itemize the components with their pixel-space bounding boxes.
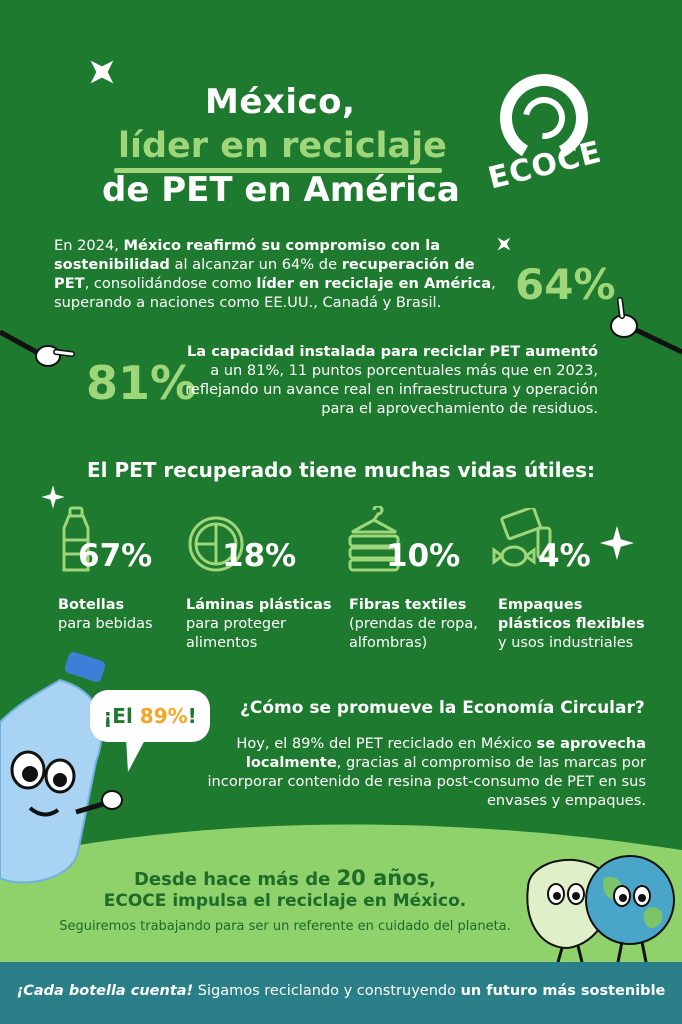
sparkle-icon xyxy=(599,525,635,561)
capacity-stat: 81% xyxy=(86,356,197,410)
sparkle-icon xyxy=(497,237,511,251)
footer-text: ¡Cada botella cuenta! Sigamos reciclando… xyxy=(16,983,666,999)
closing-line-1: Desde hace más de 20 años, xyxy=(133,866,436,890)
title-underline xyxy=(114,168,442,173)
closing-line-2: ECOCE impulsa el reciclaje en México. xyxy=(103,891,467,911)
bubble-tail xyxy=(126,738,146,772)
use-stat-packaging: 4% xyxy=(538,538,591,574)
plastic-tray-icon xyxy=(188,516,244,572)
use-label-packaging: Empaques plásticos flexibles y usos indus… xyxy=(498,597,645,651)
packaging-icon xyxy=(492,508,552,567)
pointing-hand-icon xyxy=(610,297,682,355)
circular-question: ¿Cómo se promueve la Economía Circular? xyxy=(240,698,645,718)
intro-paragraph: En 2024, México reafirmó su compromiso c… xyxy=(54,237,496,311)
closing-line-3: Seguiremos trabajando para ser un refere… xyxy=(59,919,511,934)
use-stat-bottles: 67% xyxy=(78,538,153,574)
title-line-2: líder en reciclaje xyxy=(118,126,447,166)
footer-bar xyxy=(0,962,682,1024)
speech-bubble: ¡El 89%! xyxy=(90,690,210,742)
earth-characters xyxy=(526,855,675,962)
bottle-icon xyxy=(62,506,90,572)
bottle-mascot xyxy=(0,652,123,884)
clothes-icon xyxy=(348,506,400,572)
recovery-stat: 64% xyxy=(515,260,616,309)
capacity-paragraph: La capacidad instalada para reciclar PET… xyxy=(185,343,598,417)
use-label-bottles: Botellas para bebidas xyxy=(58,597,153,632)
sparkle-icon xyxy=(41,485,65,509)
use-stat-textiles: 10% xyxy=(386,538,461,574)
use-label-sheets: Láminas plásticas para proteger alimentos xyxy=(186,597,332,651)
green-wave xyxy=(0,824,682,970)
sparkle-icon xyxy=(90,60,114,84)
ecoce-logo: ECOCE xyxy=(484,70,605,196)
title-line-3: de PET en América xyxy=(102,170,460,210)
use-stat-sheets: 18% xyxy=(222,538,297,574)
title-line-1: México, xyxy=(205,82,356,122)
circular-paragraph: Hoy, el 89% del PET reciclado en México … xyxy=(207,735,647,809)
recycle-ring-icon xyxy=(500,74,588,162)
uses-heading: El PET recuperado tiene muchas vidas úti… xyxy=(86,458,596,482)
use-label-textiles: Fibras textiles (prendas de ropa, alfombr… xyxy=(349,597,478,651)
pointing-hand-icon xyxy=(0,329,75,367)
